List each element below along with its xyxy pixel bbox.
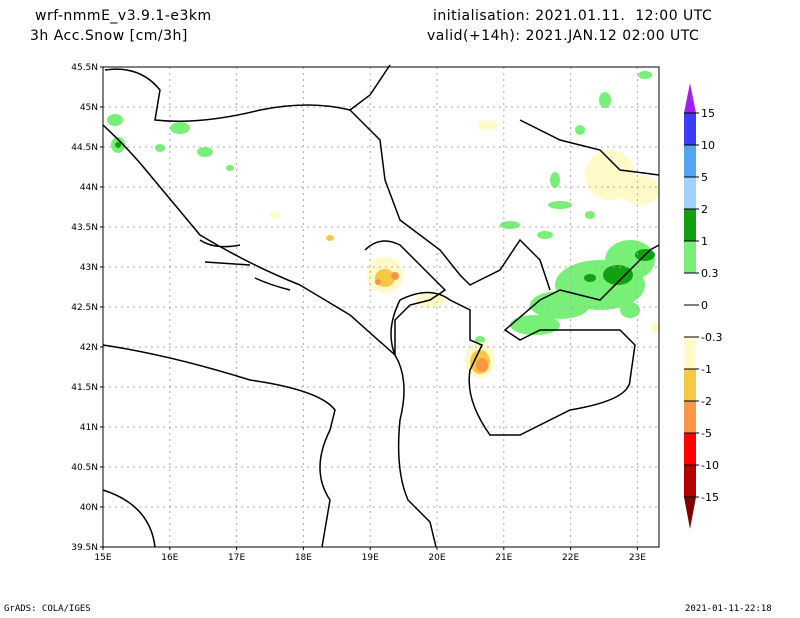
colorbar-label: 10 xyxy=(701,139,715,152)
lat-label: 44N xyxy=(80,183,98,193)
colorbar-segment xyxy=(684,465,696,497)
valid-time: valid(+14h): 2021.JAN.12 02:00 UTC xyxy=(427,28,700,44)
model-title: wrf-nmmE_v3.9.1-e3km xyxy=(35,8,212,24)
lon-label: 15E xyxy=(94,553,111,563)
colorbar-label: 5 xyxy=(701,171,708,184)
map-axes: 45.5N 45N 44.5N 44N 43.5N 43N 42.5N 42N 41.5N 41N… xyxy=(71,63,646,563)
colorbar-label: 2 xyxy=(701,203,708,216)
coastlines-borders xyxy=(102,64,660,548)
variable-title: 3h Acc.Snow [cm/3h] xyxy=(30,28,188,44)
lon-label: 22E xyxy=(562,553,579,563)
colorbar-label: -2 xyxy=(701,395,712,408)
colorbar-segment xyxy=(684,273,696,305)
colorbar-label: 1 xyxy=(701,235,708,248)
lat-label: 45N xyxy=(80,103,98,113)
lat-label: 42.5N xyxy=(71,303,98,313)
lat-label: 43N xyxy=(80,263,98,273)
colorbar-label: -0.3 xyxy=(701,331,722,344)
lat-label: 40N xyxy=(80,503,98,513)
footer-timestamp: 2021-01-11-22:18 xyxy=(685,604,772,614)
colorbar-segment xyxy=(684,145,696,177)
lat-label: 40.5N xyxy=(71,463,98,473)
lat-label: 44.5N xyxy=(71,143,98,153)
lon-label: 17E xyxy=(228,553,245,563)
lat-label: 41.5N xyxy=(71,383,98,393)
lon-label: 18E xyxy=(295,553,312,563)
snow-field xyxy=(107,71,660,378)
colorbar-label: -15 xyxy=(701,491,719,504)
footer-credit: GrADS: COLA/IGES xyxy=(4,604,91,614)
colorbar-label: 0 xyxy=(701,299,708,312)
lat-label: 45.5N xyxy=(71,63,98,73)
colorbar-arrow-bottom xyxy=(684,497,696,529)
lat-label: 41N xyxy=(80,423,98,433)
colorbar-segment xyxy=(684,433,696,465)
lon-label: 23E xyxy=(629,553,646,563)
lon-label: 19E xyxy=(362,553,379,563)
colorbar-segment xyxy=(684,369,696,401)
initialisation-time: initialisation: 2021.01.11. 12:00 UTC xyxy=(433,8,713,24)
colorbar-label: 15 xyxy=(701,107,715,120)
colorbar-label: -5 xyxy=(701,427,712,440)
colorbar-segment xyxy=(684,337,696,369)
colorbar-segment xyxy=(684,177,696,209)
colorbar: 15 10 5 2 1 0.3 0 -0.3 -1 -2 -5 -10 -15 xyxy=(684,83,722,529)
colorbar-segment xyxy=(684,401,696,433)
lat-label: 43.5N xyxy=(71,223,98,233)
colorbar-segment xyxy=(684,209,696,241)
colorbar-label: -10 xyxy=(701,459,719,472)
colorbar-arrow-top xyxy=(684,83,696,113)
map-grid xyxy=(103,67,659,547)
lon-label: 20E xyxy=(428,553,445,563)
colorbar-label: -1 xyxy=(701,363,712,376)
lat-label: 42N xyxy=(80,343,98,353)
colorbar-segment xyxy=(684,241,696,273)
lon-label: 16E xyxy=(161,553,178,563)
lon-label: 21E xyxy=(495,553,512,563)
colorbar-segment xyxy=(684,113,696,145)
colorbar-label: 0.3 xyxy=(701,267,719,280)
colorbar-segment xyxy=(684,305,696,337)
lat-label: 39.5N xyxy=(71,543,98,553)
